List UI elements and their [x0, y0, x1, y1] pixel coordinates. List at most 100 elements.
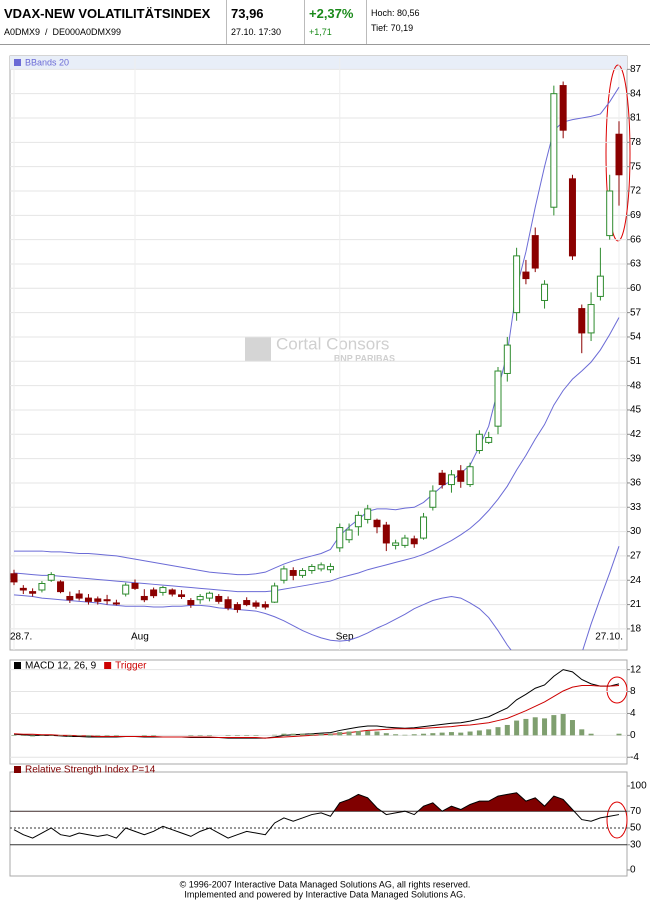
- legend-label: MACD 12, 26, 9: [25, 661, 97, 672]
- histogram-bar: [495, 727, 501, 736]
- histogram-bar: [486, 729, 492, 736]
- candle-body: [317, 564, 325, 570]
- histogram-bar: [318, 733, 324, 736]
- candle-body: [57, 581, 65, 593]
- candle-body: [47, 574, 55, 581]
- candle-body: [84, 597, 92, 602]
- candle-body: [233, 604, 241, 610]
- candle-body: [401, 537, 409, 546]
- candle-body: [215, 595, 223, 602]
- candle-body: [19, 587, 27, 591]
- candle-body: [336, 527, 344, 549]
- y-tick-label: 66: [630, 234, 642, 245]
- y-tick-label: 0: [630, 865, 636, 876]
- histogram-bar: [30, 735, 36, 737]
- histogram-bar: [95, 735, 101, 736]
- candle-body: [10, 573, 18, 583]
- y-tick-label: 100: [630, 781, 647, 792]
- histogram-bar: [616, 733, 622, 736]
- x-tick-label: Sep: [336, 632, 354, 643]
- histogram-bar: [188, 735, 194, 736]
- candle-body: [550, 93, 558, 208]
- histogram-bar: [458, 732, 464, 736]
- histogram-bar: [67, 735, 73, 737]
- y-tick-label: -4: [630, 752, 639, 763]
- candle-body: [410, 538, 418, 545]
- candle-body: [131, 583, 139, 589]
- histogram-bar: [393, 734, 399, 736]
- histogram-bar: [39, 735, 45, 736]
- legend-swatch: [104, 662, 112, 669]
- histogram-bar: [58, 735, 64, 736]
- footer-powered: Implemented and powered by Interactive D…: [184, 889, 465, 899]
- watermark-sub: BNP PARIBAS: [334, 353, 395, 363]
- x-tick-label: Aug: [131, 632, 149, 643]
- main-frame: [9, 55, 628, 651]
- y-tick-label: 60: [630, 283, 642, 294]
- series-line: [13, 685, 620, 739]
- quote-time: 27.10. 17:30: [231, 27, 282, 37]
- change-percent: +2,37%: [309, 6, 354, 21]
- candle-body: [75, 593, 83, 599]
- instrument-ids: A0DMX9 / DE000A0DMX99: [4, 27, 122, 37]
- y-tick-label: 84: [630, 88, 642, 99]
- y-tick-label: 78: [630, 137, 642, 148]
- price: 73,96: [231, 6, 264, 21]
- highlight-ellipse: [606, 676, 628, 704]
- y-tick-label: 72: [630, 186, 642, 197]
- histogram-bar: [225, 735, 231, 736]
- y-tick-label: 18: [630, 624, 642, 635]
- candle-body: [429, 490, 437, 508]
- candle-body: [140, 595, 148, 601]
- legend-swatch: [14, 766, 21, 773]
- x-tick-label: 27.10.: [595, 632, 623, 643]
- candle-body: [513, 255, 521, 314]
- histogram-bar: [476, 730, 482, 736]
- candle-body: [475, 433, 483, 452]
- candle-body: [243, 600, 251, 606]
- y-tick-label: 48: [630, 380, 642, 391]
- y-tick-label: 50: [630, 823, 642, 834]
- histogram-bar: [104, 735, 110, 736]
- histogram-bar: [11, 735, 17, 736]
- histogram-bar: [272, 734, 278, 736]
- histogram-bar: [467, 731, 473, 736]
- candle-body: [29, 591, 37, 594]
- histogram-bar: [327, 733, 333, 736]
- histogram-bar: [48, 735, 54, 736]
- candle-body: [364, 508, 372, 520]
- candle-body: [559, 85, 567, 131]
- histogram-bar: [346, 731, 352, 736]
- candle-body: [392, 542, 400, 546]
- candle-body: [531, 235, 539, 269]
- y-tick-label: 30: [630, 526, 642, 537]
- chart: Cortal Consors BNP PARIBAS © 1996-2007 I…: [9, 55, 647, 899]
- histogram-bar: [383, 733, 389, 736]
- y-tick-label: 36: [630, 478, 642, 489]
- histogram-bar: [113, 735, 119, 736]
- change-absolute: +1,71: [309, 27, 332, 37]
- candle-body: [196, 595, 204, 601]
- candle-body: [122, 584, 130, 595]
- panel-title: Relative Strength Index P=14: [25, 765, 156, 776]
- histogram-bar: [523, 718, 529, 736]
- candle-body: [354, 514, 362, 528]
- price-cell: 73,96 27.10. 17:30: [227, 0, 305, 44]
- overbought-area: [333, 792, 575, 812]
- candle-body: [494, 370, 502, 427]
- y-tick-label: 81: [630, 113, 642, 124]
- y-tick-label: 42: [630, 429, 642, 440]
- histogram-bar: [514, 720, 520, 736]
- candle-body: [326, 565, 334, 571]
- histogram-bar: [253, 735, 259, 736]
- watermark-logo: [245, 337, 271, 361]
- series-line: [13, 792, 620, 839]
- histogram-bar: [76, 735, 82, 736]
- y-tick-label: 51: [630, 356, 642, 367]
- name-cell: VDAX-NEW VOLATILITÄTSINDEX A0DMX9 / DE00…: [0, 0, 227, 44]
- candle-body: [382, 524, 390, 544]
- candle-body: [150, 589, 158, 597]
- candle-body: [280, 568, 288, 581]
- y-tick-label: 45: [630, 405, 642, 416]
